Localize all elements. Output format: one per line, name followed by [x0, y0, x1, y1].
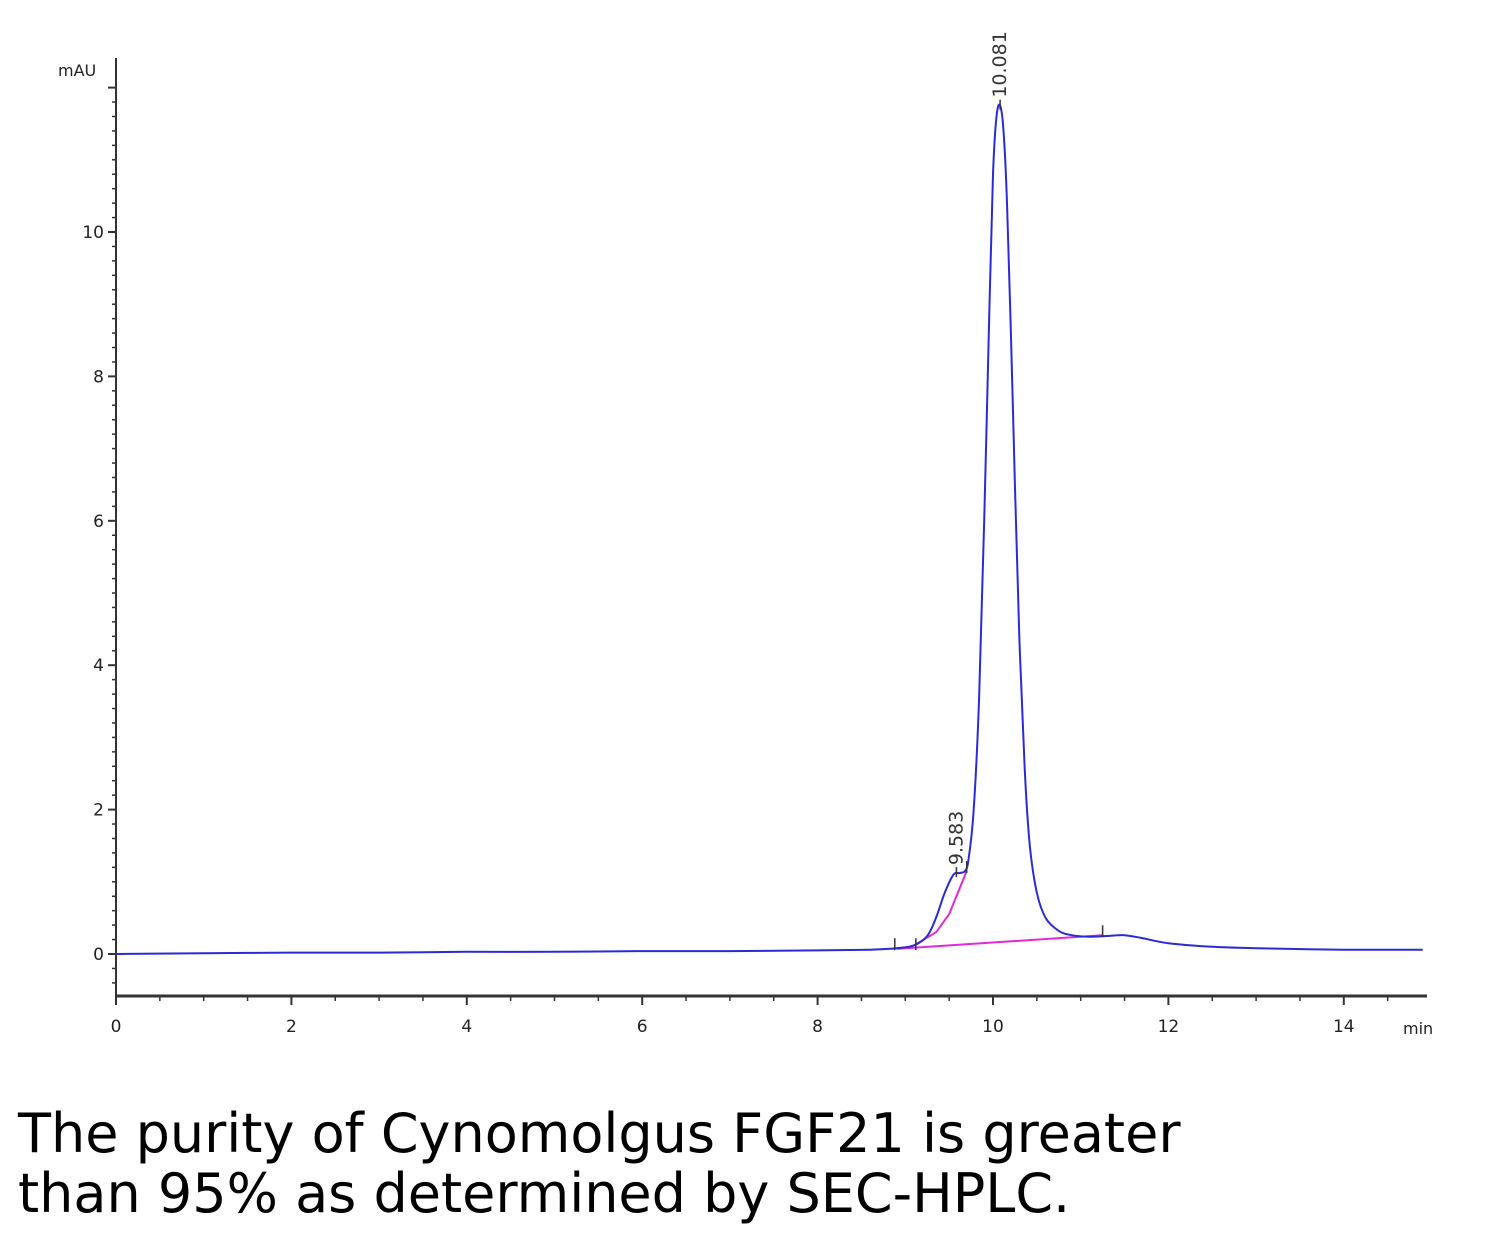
chromatogram-chart: 0 2 4 6 8 10 0 2 4 6 8 10 12 14 mAU min 9.583 10.081	[58, 31, 1433, 1038]
tick-marks	[108, 86, 1389, 1005]
tick-labels: 0 2 4 6 8 10 0 2 4 6 8 10 12 14	[82, 223, 1354, 1037]
y-tick-label: 4	[93, 656, 104, 676]
integration-baselines	[896, 870, 1103, 950]
x-tick-label: 6	[637, 1017, 648, 1037]
caption-line-2: than 95% as determined by SEC-HPLC.	[18, 1162, 1071, 1225]
baseline-segment	[896, 934, 1103, 950]
y-tick-label: 6	[93, 512, 104, 532]
axes	[115, 58, 1427, 998]
y-tick-label: 8	[93, 367, 104, 387]
y-axis-unit-label: mAU	[58, 61, 96, 80]
caption-line-1: The purity of Cynomolgus FGF21 is greate…	[18, 1102, 1181, 1165]
integration-marks	[894, 860, 1104, 951]
x-axis-unit-label: min	[1403, 1019, 1433, 1038]
y-tick-label: 0	[93, 945, 104, 965]
signal-trace	[115, 103, 1423, 955]
x-tick-label: 10	[982, 1017, 1004, 1037]
x-tick-label: 4	[461, 1017, 472, 1037]
x-tick-label: 0	[111, 1017, 122, 1037]
x-tick-label: 14	[1333, 1017, 1355, 1037]
y-tick-label: 10	[82, 223, 104, 243]
x-tick-label: 12	[1158, 1017, 1180, 1037]
y-tick-label: 2	[93, 801, 104, 821]
peak-label: 10.081	[989, 31, 1011, 97]
x-tick-label: 2	[286, 1017, 297, 1037]
x-tick-label: 8	[812, 1017, 823, 1037]
figure-caption: The purity of Cynomolgus FGF21 is greate…	[18, 1104, 1488, 1224]
baseline-segment	[913, 870, 968, 947]
peak-labels: 9.583 10.081	[945, 31, 1011, 878]
peak-label: 9.583	[945, 811, 967, 865]
